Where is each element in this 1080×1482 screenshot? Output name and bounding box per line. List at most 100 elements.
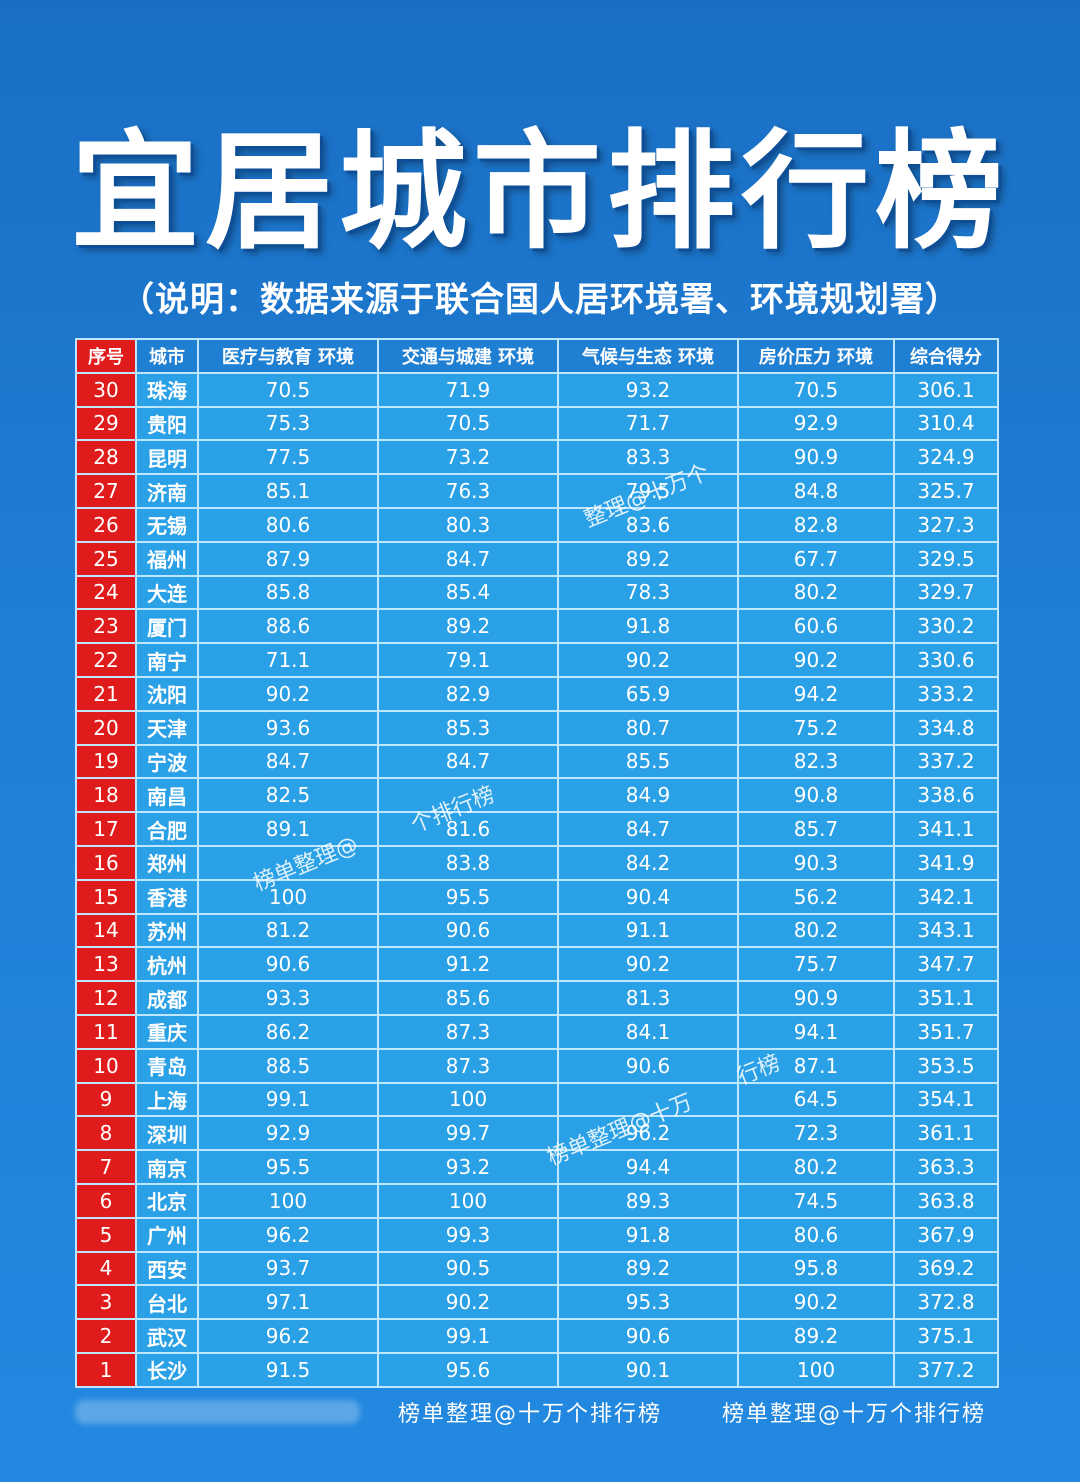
- cell-total-score: 372.8: [893, 1284, 999, 1321]
- cell-housing-pressure: 74.5: [737, 1182, 895, 1219]
- cell-total-score: 341.9: [893, 844, 999, 881]
- cell-city: 合肥: [135, 811, 199, 847]
- table-row: 23 厦门 88.6 89.2 91.8 60.6 330.2: [75, 608, 999, 645]
- cell-medical-education: 100: [197, 1182, 379, 1219]
- cell-rank: 8: [75, 1115, 137, 1152]
- ranking-table: 序号 城市 医疗与教育 环境 交通与城建 环境 气候与生态 环境 房价压力 环境…: [75, 338, 999, 1388]
- cell-rank: 13: [75, 946, 137, 983]
- cell-city: 苏州: [135, 912, 199, 949]
- cell-housing-pressure: 80.6: [737, 1216, 895, 1253]
- cell-rank: 14: [75, 912, 137, 949]
- cell-city: 重庆: [135, 1013, 199, 1050]
- table-row: 5 广州 96.2 99.3 91.8 80.6 367.9: [75, 1216, 999, 1253]
- cell-climate-ecology: 90.6: [557, 1318, 739, 1354]
- cell-housing-pressure: 56.2: [737, 878, 895, 915]
- cell-city: 南昌: [135, 777, 199, 814]
- cell-rank: 16: [75, 844, 137, 881]
- cell-total-score: 324.9: [893, 439, 999, 476]
- cell-traffic-construction: 80.3: [377, 506, 559, 543]
- cell-climate-ecology: 84.9: [557, 777, 739, 814]
- table-row: 3 台北 97.1 90.2 95.3 90.2 372.8: [75, 1284, 999, 1321]
- page-subtitle: （说明：数据来源于联合国人居环境署、环境规划署）: [120, 280, 960, 320]
- footer-credit: 榜单整理@十万个排行榜: [722, 1402, 987, 1427]
- cell-traffic-construction: 73.2: [377, 439, 559, 476]
- blurred-footer-text: [75, 1400, 360, 1424]
- cell-climate-ecology: 93.2: [557, 371, 739, 408]
- cell-medical-education: 84.7: [197, 743, 379, 780]
- cell-medical-education: 93.6: [197, 709, 379, 746]
- cell-city: 上海: [135, 1081, 199, 1118]
- cell-climate-ecology: 89.3: [557, 1182, 739, 1219]
- cell-medical-education: 71.1: [197, 642, 379, 678]
- table-row: 10 青岛 88.5 87.3 90.6 87.1 353.5: [75, 1047, 999, 1084]
- cell-housing-pressure: 75.2: [737, 709, 895, 746]
- cell-rank: 30: [75, 371, 137, 408]
- cell-medical-education: 70.5: [197, 371, 379, 408]
- cell-medical-education: 90.2: [197, 675, 379, 712]
- cell-traffic-construction: 90.2: [377, 1284, 559, 1321]
- header-housing-pressure: 房价压力 环境: [737, 338, 895, 374]
- cell-total-score: 375.1: [893, 1318, 999, 1354]
- cell-traffic-construction: 76.3: [377, 473, 559, 509]
- cell-rank: 1: [75, 1351, 137, 1388]
- cell-total-score: 333.2: [893, 675, 999, 712]
- cell-medical-education: 86.2: [197, 1013, 379, 1050]
- cell-traffic-construction: 89.2: [377, 608, 559, 645]
- cell-traffic-construction: 85.4: [377, 574, 559, 611]
- cell-rank: 24: [75, 574, 137, 611]
- cell-climate-ecology: 85.5: [557, 743, 739, 780]
- cell-medical-education: 99.1: [197, 1081, 379, 1118]
- header-city: 城市: [135, 338, 199, 374]
- cell-rank: 12: [75, 980, 137, 1016]
- cell-traffic-construction: 99.3: [377, 1216, 559, 1253]
- cell-climate-ecology: 96.2: [557, 1115, 739, 1152]
- cell-housing-pressure: 67.7: [737, 540, 895, 577]
- cell-city: 厦门: [135, 608, 199, 645]
- cell-medical-education: 85.1: [197, 473, 379, 509]
- cell-city: 南宁: [135, 642, 199, 678]
- cell-city: 西安: [135, 1250, 199, 1287]
- cell-housing-pressure: 100: [737, 1351, 895, 1388]
- cell-traffic-construction: 100: [377, 1182, 559, 1219]
- cell-total-score: 342.1: [893, 878, 999, 915]
- cell-medical-education: 93.7: [197, 1250, 379, 1287]
- cell-city: 无锡: [135, 506, 199, 543]
- cell-climate-ecology: 80.7: [557, 709, 739, 746]
- cell-medical-education: 96.2: [197, 1216, 379, 1253]
- cell-total-score: 334.8: [893, 709, 999, 746]
- cell-total-score: 341.1: [893, 811, 999, 847]
- cell-traffic-construction: 100: [377, 1081, 559, 1118]
- cell-rank: 2: [75, 1318, 137, 1354]
- cell-traffic-construction: 93.2: [377, 1149, 559, 1185]
- cell-city: 杭州: [135, 946, 199, 983]
- cell-medical-education: 77.5: [197, 439, 379, 476]
- table-row: 4 西安 93.7 90.5 89.2 95.8 369.2: [75, 1250, 999, 1287]
- cell-traffic-construction: 99.1: [377, 1318, 559, 1354]
- cell-total-score: 325.7: [893, 473, 999, 509]
- cell-rank: 22: [75, 642, 137, 678]
- cell-medical-education: 96.2: [197, 1318, 379, 1354]
- cell-housing-pressure: 82.8: [737, 506, 895, 543]
- cell-climate-ecology: 89.2: [557, 540, 739, 577]
- cell-traffic-construction: 85.3: [377, 709, 559, 746]
- cell-rank: 4: [75, 1250, 137, 1287]
- cell-rank: 29: [75, 405, 137, 442]
- table-row: 27 济南 85.1 76.3 79.5 84.8 325.7: [75, 473, 999, 509]
- table-row: 21 沈阳 90.2 82.9 65.9 94.2 333.2: [75, 675, 999, 712]
- cell-medical-education: 93.3: [197, 980, 379, 1016]
- cell-total-score: 329.5: [893, 540, 999, 577]
- ranking-table-container: 序号 城市 医疗与教育 环境 交通与城建 环境 气候与生态 环境 房价压力 环境…: [75, 338, 999, 1388]
- cell-total-score: 369.2: [893, 1250, 999, 1287]
- cell-medical-education: 82.5: [197, 777, 379, 814]
- table-row: 22 南宁 71.1 79.1 90.2 90.2 330.6: [75, 642, 999, 678]
- table-row: 9 上海 99.1 100 64.5 354.1: [75, 1081, 999, 1118]
- cell-medical-education: 80.6: [197, 506, 379, 543]
- cell-housing-pressure: 95.8: [737, 1250, 895, 1287]
- cell-traffic-construction: 87.3: [377, 1013, 559, 1050]
- cell-climate-ecology: 90.4: [557, 878, 739, 915]
- cell-climate-ecology: 90.1: [557, 1351, 739, 1388]
- cell-city: 深圳: [135, 1115, 199, 1152]
- cell-rank: 26: [75, 506, 137, 543]
- cell-medical-education: 88.6: [197, 608, 379, 645]
- cell-traffic-construction: [377, 777, 559, 814]
